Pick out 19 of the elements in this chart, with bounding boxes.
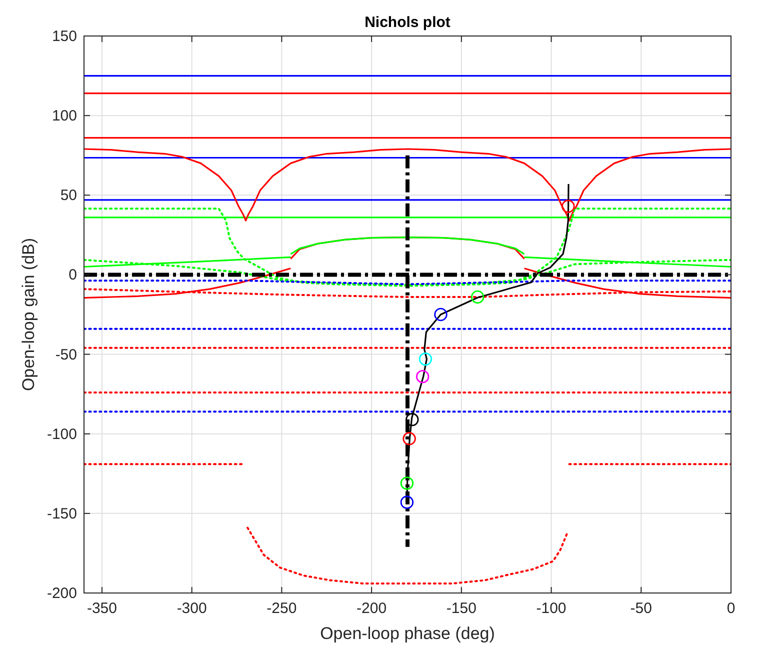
y-tick-label: 100 [52,108,77,125]
y-tick-label: -150 [46,505,77,522]
x-tick-label: 0 [726,600,736,617]
x-tick-label: -50 [630,600,652,617]
x-axis-title: Open-loop phase (deg) [320,624,495,643]
y-tick-label: 150 [52,28,77,45]
y-tick-label: -50 [55,346,77,364]
x-tick-label: -200 [356,600,387,617]
x-tick-label: -350 [86,600,117,617]
x-tick-label: -300 [176,600,207,617]
x-tick-label: -250 [266,600,297,617]
y-tick-label: 0 [68,266,77,284]
y-axis-title: Open-loop gain (dB) [19,238,38,392]
x-tick-label: -100 [536,600,566,617]
x-tick-label: -150 [446,600,476,617]
y-tick-label: -100 [46,426,77,443]
chart-title: Nichols plot [364,14,450,31]
y-tick-label: -200 [46,585,77,602]
y-tick-label: 50 [60,187,77,204]
